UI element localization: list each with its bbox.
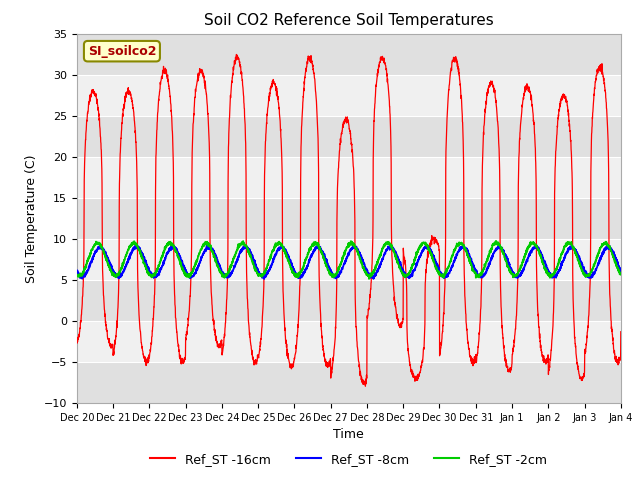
Bar: [77, 34, 621, 75]
Bar: [77, 280, 621, 321]
Y-axis label: Soil Temperature (C): Soil Temperature (C): [25, 154, 38, 283]
X-axis label: Time: Time: [333, 429, 364, 442]
Bar: [77, 116, 621, 157]
Text: SI_soilco2: SI_soilco2: [88, 45, 156, 58]
Bar: [77, 239, 621, 280]
Bar: [77, 198, 621, 239]
Legend: Ref_ST -16cm, Ref_ST -8cm, Ref_ST -2cm: Ref_ST -16cm, Ref_ST -8cm, Ref_ST -2cm: [145, 448, 552, 471]
Bar: [77, 157, 621, 198]
Bar: [77, 321, 621, 362]
Bar: [77, 362, 621, 403]
Bar: [77, 75, 621, 116]
Title: Soil CO2 Reference Soil Temperatures: Soil CO2 Reference Soil Temperatures: [204, 13, 493, 28]
